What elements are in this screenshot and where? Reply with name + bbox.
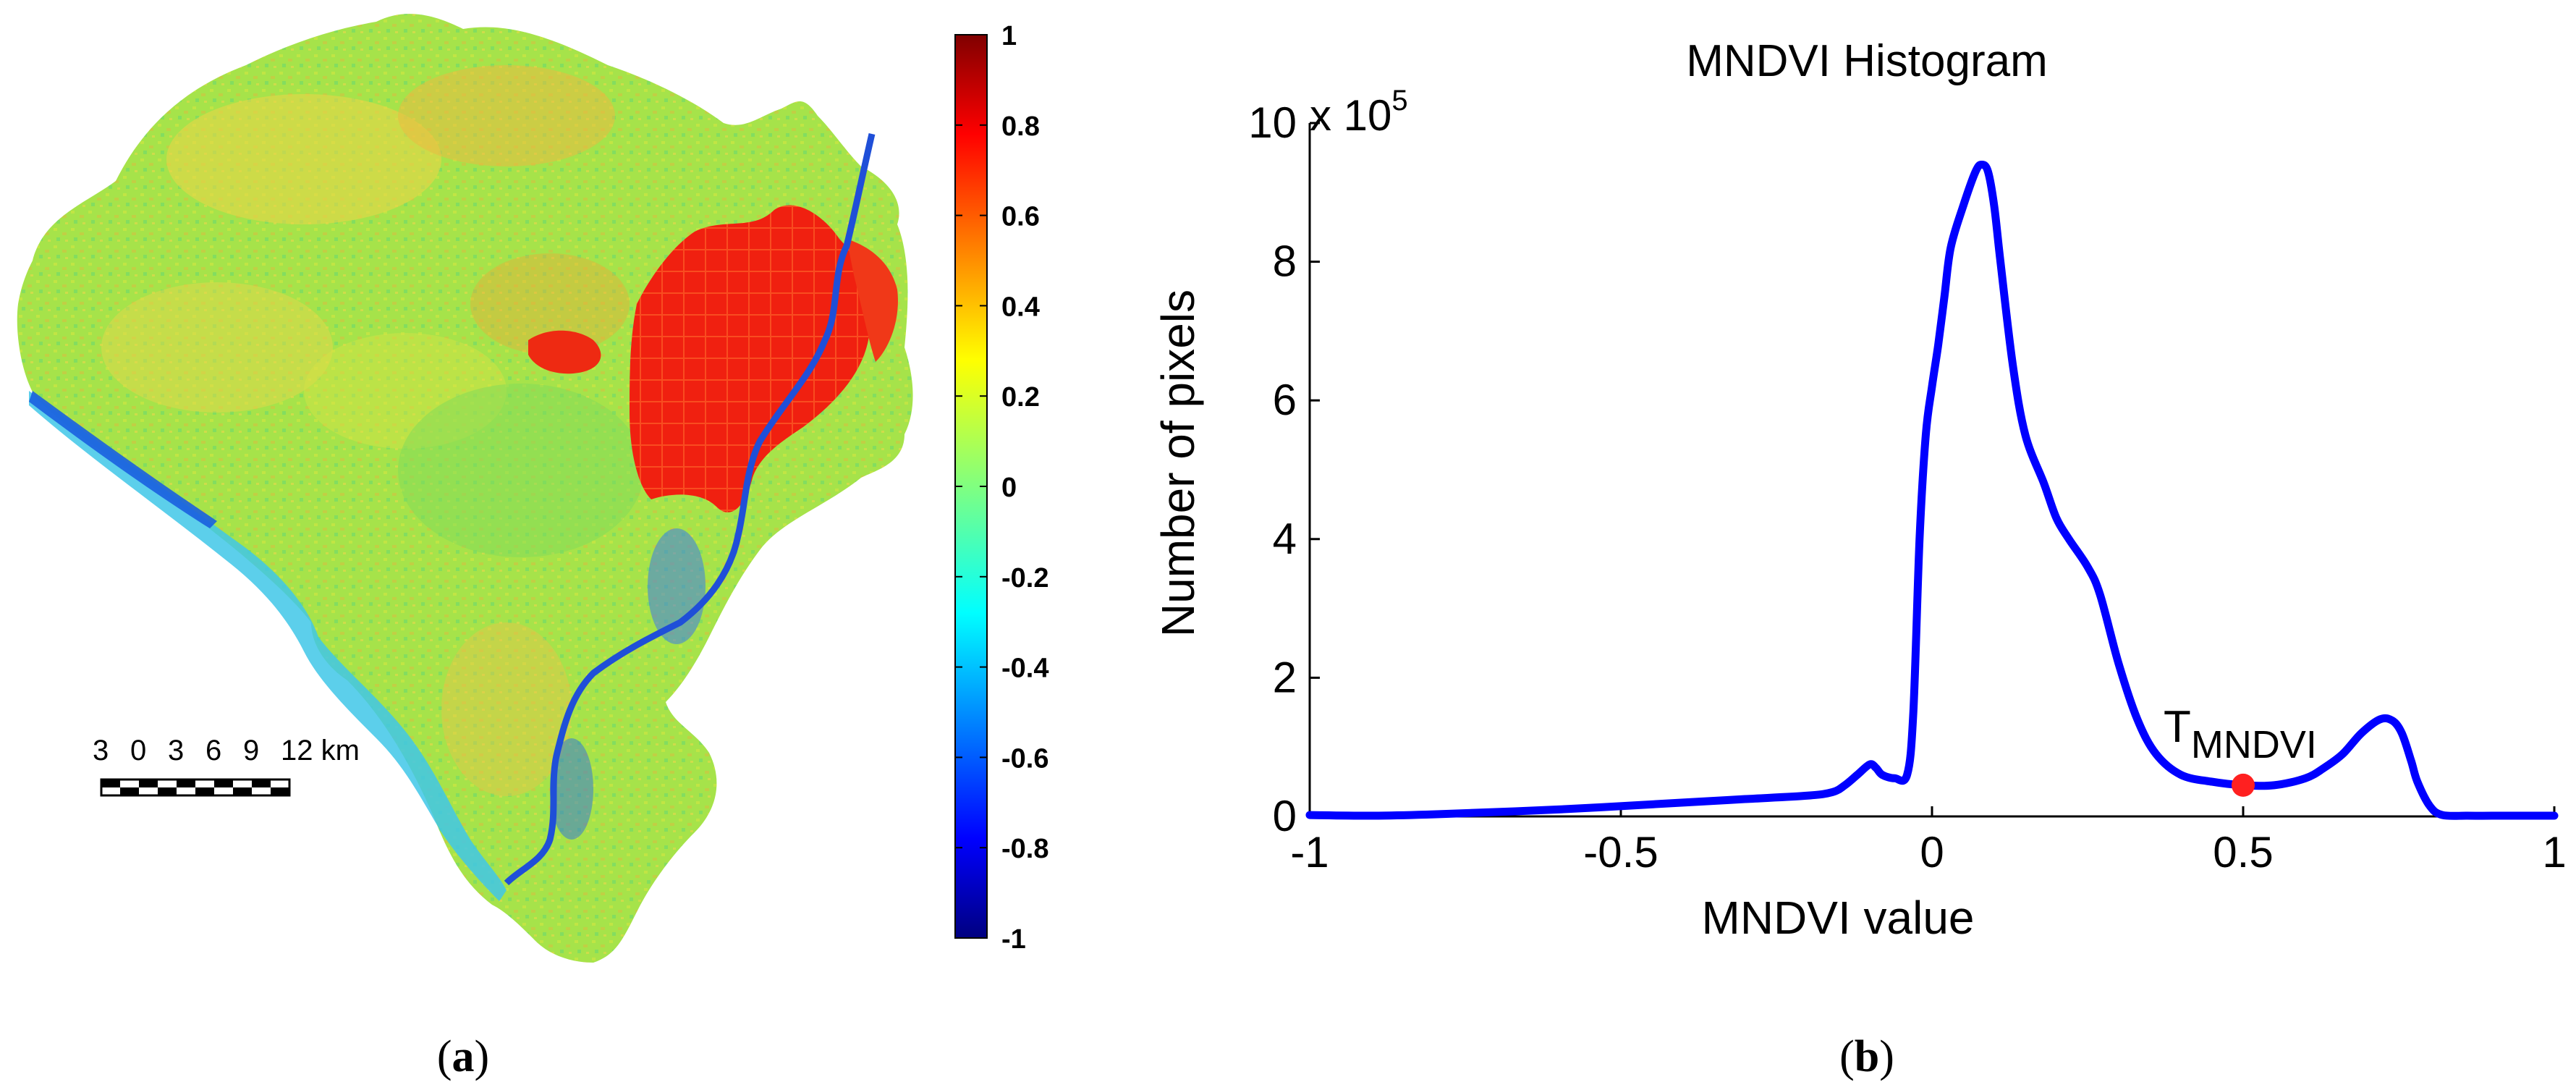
scale-bar-segment [252,780,271,787]
coastline-deep-water [29,391,217,528]
threshold-point [2232,773,2255,797]
x-axis-label: MNDVI value [1702,892,1975,944]
scale-bar-segment [214,780,233,787]
urban-patch [528,330,601,374]
y-tick-label: 10 [1248,98,1297,147]
x-tick-label: -0.5 [1583,828,1658,876]
wetland-patch [550,738,593,840]
x-tick-label: 0 [1920,828,1944,876]
urban-patch-east [847,239,898,362]
colorbar-tick-label: 0.6 [1001,202,1040,232]
orange-patch [470,253,630,355]
colorbar-tick-label: -0.2 [1001,563,1048,593]
mndvi-histogram-chart: MNDVI Histogram x 105 Number of pixels M… [1152,36,2567,1081]
orange-patch [398,65,615,166]
scale-bar-segment [158,787,177,795]
histogram-line [1305,160,2559,820]
y-exponent-label: x 105 [1310,85,1408,140]
x-tick-label: 1 [2542,828,2566,876]
scale-bar-label: 3 [93,735,109,766]
orange-patch [441,622,572,796]
scale-bar-segment [139,780,158,787]
y-tick-label: 0 [1273,792,1297,840]
scale-bar-segment [271,787,289,795]
x-tick-label: -1 [1290,828,1329,876]
scale-bar-segment [177,780,195,787]
colorbar-tick-label: -0.8 [1001,834,1048,864]
panel-b-caption: (b) [1839,1032,1894,1081]
colorbar-tick-label: 0.4 [1001,292,1040,322]
scale-bar-label: 9 [243,735,259,766]
yellow-patch [166,94,441,224]
colorbar: 1 0.8 0.6 0.4 0.2 0 -0.2 -0.4 -0.6 -0.8 -1 [954,21,1048,955]
green-patch [398,384,644,557]
yellow-patch [101,282,333,413]
y-ticks: 0 2 4 6 8 10 [1248,98,1320,840]
scale-bar-segment [101,780,120,787]
river [504,132,876,886]
scale-bar-segment [120,787,139,795]
scale-bar-label: 6 [206,735,221,766]
y-axis-label: Number of pixels [1152,290,1204,637]
colorbar-tick-label: 1 [1001,21,1017,51]
colorbar-tick-label: -0.4 [1001,654,1048,684]
scale-bar-label: 0 [130,735,146,766]
colorbar-ticks: 1 0.8 0.6 0.4 0.2 0 -0.2 -0.4 -0.6 -0.8 -1 [955,21,1048,955]
y-tick-label: 6 [1273,376,1297,424]
scale-bar: 3 0 3 6 9 12 km [93,735,360,797]
scale-bar-label: 3 [168,735,184,766]
mndvi-histogram-panel: MNDVI Histogram x 105 Number of pixels M… [1129,0,2576,1090]
scale-bar-segment [233,787,252,795]
threshold-label: TMNDVI [2164,702,2317,766]
coastal-water-strip [29,391,507,901]
scale-bar-label: 12 km [281,735,360,766]
y-tick-label: 4 [1273,515,1297,563]
chart-title: MNDVI Histogram [1686,36,2048,86]
y-tick-label: 8 [1273,237,1297,286]
colorbar-tick-label: -1 [1001,924,1026,955]
colorbar-tick-label: -0.6 [1001,743,1048,774]
x-ticks: -1 -0.5 0 0.5 1 [1290,806,2567,876]
scale-bar-segment [195,787,214,795]
colorbar-tick-label: 0.8 [1001,111,1040,142]
x-tick-label: 0.5 [2213,828,2273,876]
panel-a-caption: (a) [437,1032,489,1081]
colorbar-tick-label: 0 [1001,473,1017,503]
scale-bar-labels: 3 0 3 6 9 12 km [93,735,360,766]
mndvi-map-figure: 3 0 3 6 9 12 km 10.80.60.40.20-0.2-0.4-0.6-0.… [17,14,1048,1081]
y-tick-label: 2 [1273,653,1297,701]
colorbar-tick-label: 0.2 [1001,382,1040,413]
urban-area [630,205,870,512]
mndvi-map-panel: 3 0 3 6 9 12 km 1 0.8 0.6 0.4 0.2 0 -0.2 -0.4 -0.6 -0.… [0,0,1129,1090]
scale-bar-segments [101,780,289,795]
